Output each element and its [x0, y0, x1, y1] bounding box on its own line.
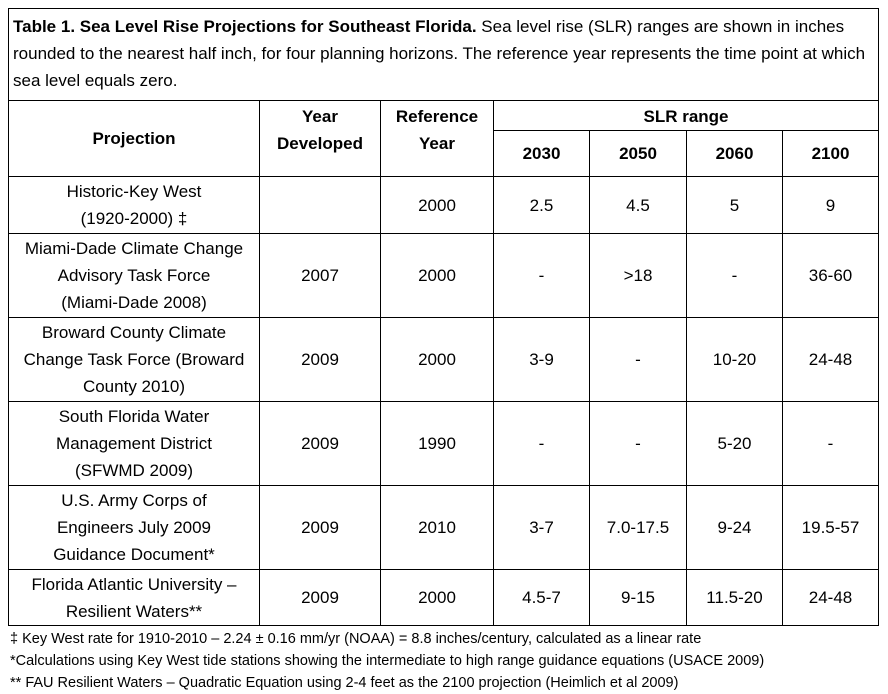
reference-cell: 2000: [380, 176, 494, 234]
value-2050: -: [589, 317, 687, 402]
value-2050: >18: [589, 233, 687, 318]
footnote-usace: *Calculations using Key West tide statio…: [10, 653, 765, 669]
table-row: South Florida Water Management District (S…: [8, 401, 880, 486]
reference-cell: 2000: [380, 317, 494, 402]
projection-cell: Florida Atlantic University – Resilient W…: [8, 569, 260, 626]
value-2100: 24-48: [781, 317, 880, 402]
reference-cell: 2000: [380, 569, 494, 626]
table-row: Miami-Dade Climate Change Advisory Task F…: [8, 233, 880, 318]
value-2060: -: [686, 233, 783, 318]
reference-cell: 2010: [380, 485, 494, 570]
reference-cell: 1990: [380, 401, 494, 486]
table-row: Historic-Key West (1920-2000) ‡ 2000 2.5 …: [8, 176, 880, 234]
value-2050: 7.0-17.5: [589, 485, 687, 570]
value-2100: -: [781, 401, 880, 486]
header-reference-year: Reference Year: [380, 100, 494, 177]
value-2100: 19.5-57: [781, 485, 880, 570]
value-2050: 4.5: [589, 176, 687, 234]
value-2050: 9-15: [589, 569, 687, 626]
developed-cell: 2009: [259, 401, 381, 486]
developed-cell: [259, 176, 381, 234]
footnotes: ‡ Key West rate for 1910-2010 – 2.24 ± 0…: [8, 628, 878, 694]
value-2100: 9: [781, 176, 880, 234]
developed-cell: 2007: [259, 233, 381, 318]
value-2060: 5: [686, 176, 783, 234]
table-row: Broward County Climate Change Task Force …: [8, 317, 880, 402]
footnote-fau: ** FAU Resilient Waters – Quadratic Equa…: [10, 675, 679, 691]
projection-cell: Historic-Key West (1920-2000) ‡: [8, 176, 260, 234]
projection-cell: Miami-Dade Climate Change Advisory Task F…: [8, 233, 260, 318]
reference-cell: 2000: [380, 233, 494, 318]
developed-cell: 2009: [259, 317, 381, 402]
value-2030: 4.5-7: [493, 569, 590, 626]
value-2060: 10-20: [686, 317, 783, 402]
value-2050: -: [589, 401, 687, 486]
value-2030: 2.5: [493, 176, 590, 234]
header-year-2060: 2060: [686, 130, 783, 177]
developed-cell: 2009: [259, 569, 381, 626]
value-2030: 3-9: [493, 317, 590, 402]
value-2060: 9-24: [686, 485, 783, 570]
value-2060: 5-20: [686, 401, 783, 486]
caption-text: Sea level rise (SLR) ranges are shown in…: [13, 17, 866, 90]
header-year-developed: Year Developed: [259, 100, 381, 177]
header-slr-range: SLR range: [492, 100, 880, 131]
table-row: U.S. Army Corps of Engineers July 2009 Gui…: [8, 485, 880, 570]
developed-cell: 2009: [259, 485, 381, 570]
projection-cell: Broward County Climate Change Task Force …: [8, 317, 260, 402]
header-year-2030: 2030: [493, 130, 590, 177]
value-2100: 24-48: [781, 569, 880, 626]
table-caption: Table 1. Sea Level Rise Projections for …: [7, 8, 880, 101]
projection-cell: U.S. Army Corps of Engineers July 2009 Gui…: [8, 485, 260, 570]
value-2030: -: [493, 401, 590, 486]
header-year-2100: 2100: [781, 130, 880, 177]
value-2100: 36-60: [781, 233, 880, 318]
value-2060: 11.5-20: [686, 569, 783, 626]
footnote-key-west: ‡ Key West rate for 1910-2010 – 2.24 ± 0…: [10, 631, 702, 647]
table-row: Florida Atlantic University – Resilient W…: [8, 569, 880, 626]
projection-cell: South Florida Water Management District (S…: [8, 401, 260, 486]
document: Table 1. Sea Level Rise Projections for …: [7, 8, 880, 694]
value-2030: 3-7: [493, 485, 590, 570]
value-2030: -: [493, 233, 590, 318]
header-projection: Projection: [8, 100, 260, 177]
caption-label: Table 1. Sea Level Rise Projections for …: [13, 17, 477, 36]
slr-projections-table: Table 1. Sea Level Rise Projections for …: [7, 8, 880, 626]
header-year-2050: 2050: [589, 130, 687, 177]
